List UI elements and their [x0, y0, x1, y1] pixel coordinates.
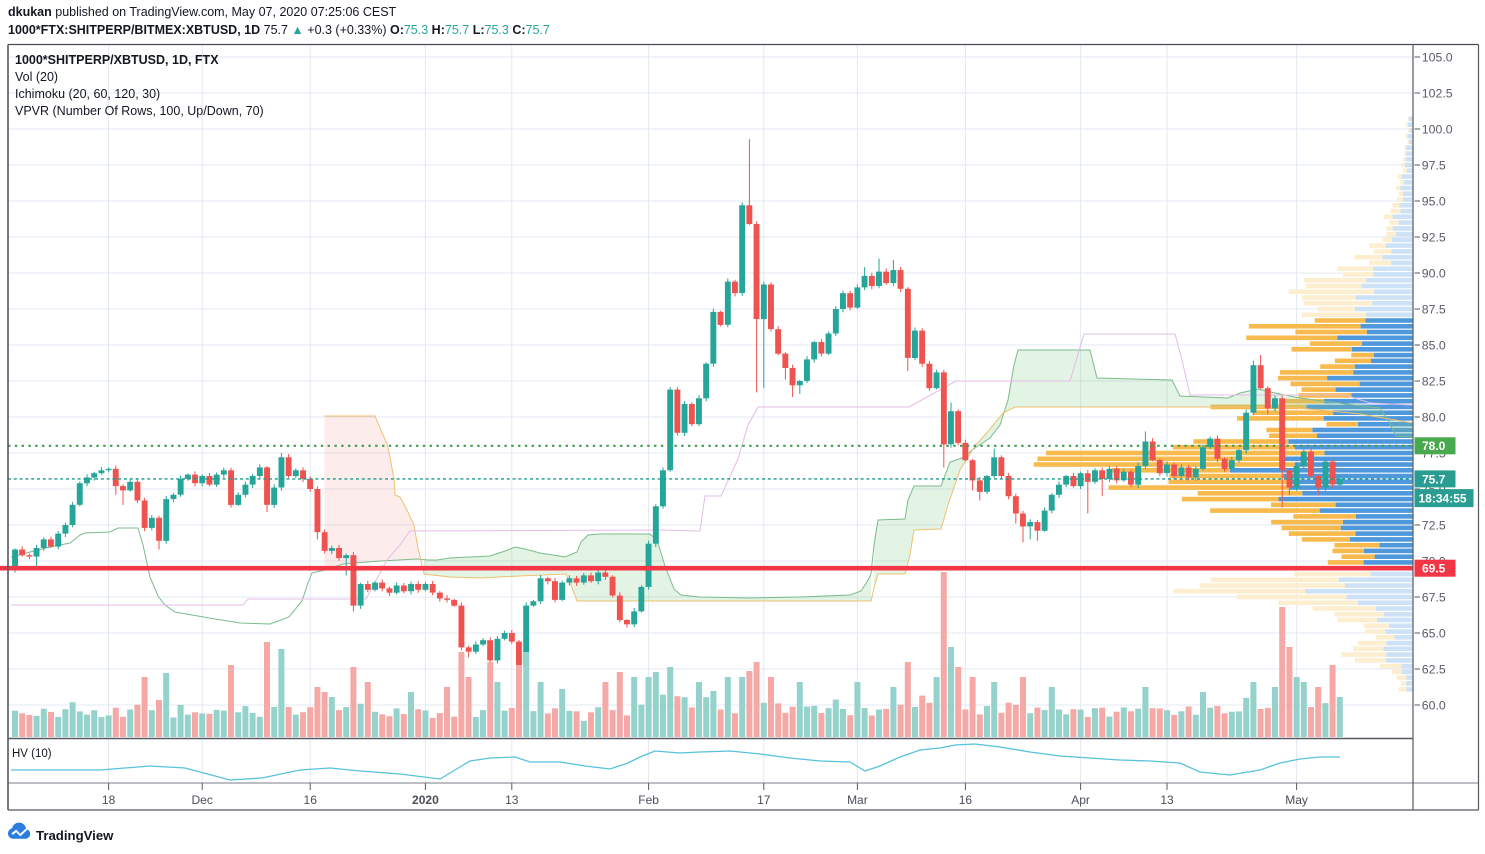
svg-text:13: 13: [505, 793, 519, 807]
svg-text:60.0: 60.0: [1422, 698, 1446, 712]
svg-text:17: 17: [757, 793, 771, 807]
svg-text:Vol (20): Vol (20): [15, 70, 58, 84]
svg-text:100.0: 100.0: [1422, 122, 1453, 136]
svg-text:16: 16: [304, 793, 318, 807]
svg-text:95.0: 95.0: [1422, 194, 1446, 208]
svg-text:87.5: 87.5: [1422, 302, 1446, 316]
svg-text:85.0: 85.0: [1422, 338, 1446, 352]
svg-text:82.5: 82.5: [1422, 374, 1446, 388]
svg-text:69.5: 69.5: [1422, 562, 1446, 576]
svg-text:75.7: 75.7: [1422, 472, 1446, 486]
svg-text:1000*SHITPERP/XBTUSD, 1D, FTX: 1000*SHITPERP/XBTUSD, 1D, FTX: [15, 53, 219, 67]
svg-text:Dec: Dec: [192, 793, 213, 807]
svg-text:2020: 2020: [412, 793, 439, 807]
svg-text:1000*FTX:SHITPERP/BITMEX:XBTUS: 1000*FTX:SHITPERP/BITMEX:XBTUSD, 1D 75.7…: [8, 23, 550, 37]
svg-text:TradingView: TradingView: [36, 828, 114, 843]
svg-text:62.5: 62.5: [1422, 662, 1446, 676]
svg-text:dkukan published on TradingVie: dkukan published on TradingView.com, May…: [8, 5, 397, 19]
svg-text:Apr: Apr: [1071, 793, 1090, 807]
svg-text:18:34:55: 18:34:55: [1419, 492, 1467, 506]
svg-text:90.0: 90.0: [1422, 266, 1446, 280]
svg-text:Feb: Feb: [638, 793, 659, 807]
svg-text:78.0: 78.0: [1422, 439, 1446, 453]
svg-text:92.5: 92.5: [1422, 230, 1446, 244]
svg-text:VPVR (Number Of Rows, 100, Up/: VPVR (Number Of Rows, 100, Up/Down, 70): [15, 104, 264, 118]
svg-text:65.0: 65.0: [1422, 626, 1446, 640]
svg-text:102.5: 102.5: [1422, 86, 1453, 100]
svg-text:72.5: 72.5: [1422, 518, 1446, 532]
svg-text:Mar: Mar: [847, 793, 868, 807]
svg-text:105.0: 105.0: [1422, 50, 1453, 64]
svg-text:80.0: 80.0: [1422, 410, 1446, 424]
svg-text:67.5: 67.5: [1422, 590, 1446, 604]
svg-text:97.5: 97.5: [1422, 158, 1446, 172]
svg-text:16: 16: [959, 793, 973, 807]
svg-text:HV (10): HV (10): [12, 748, 52, 760]
svg-text:Ichimoku (20, 60, 120, 30): Ichimoku (20, 60, 120, 30): [15, 87, 160, 101]
svg-text:18: 18: [102, 793, 116, 807]
svg-text:May: May: [1285, 793, 1308, 807]
svg-text:13: 13: [1160, 793, 1174, 807]
